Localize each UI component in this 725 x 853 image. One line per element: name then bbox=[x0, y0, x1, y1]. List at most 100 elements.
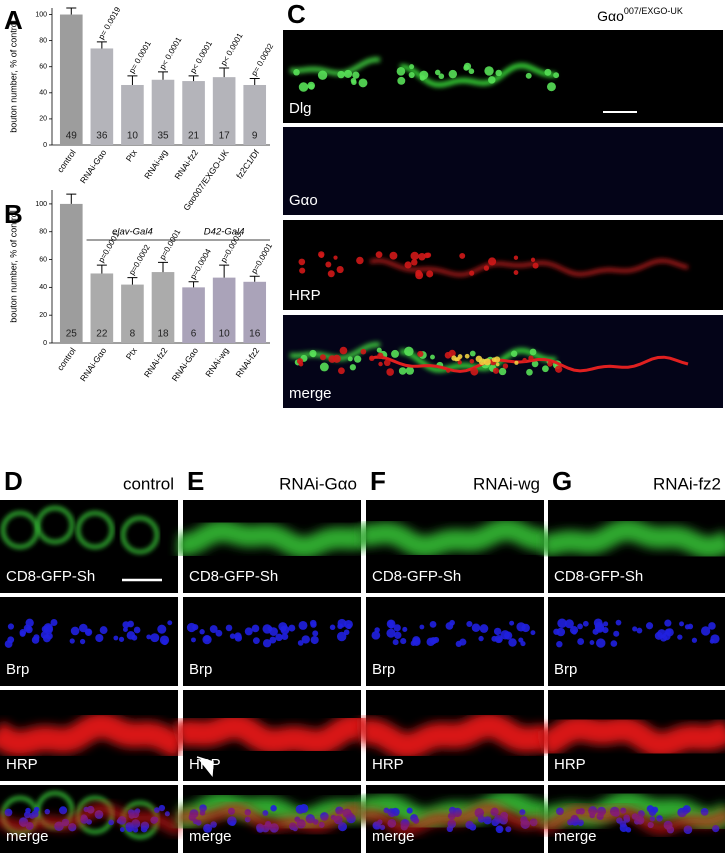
puncta bbox=[203, 823, 213, 833]
puncta bbox=[132, 827, 139, 833]
image-label: HRP bbox=[372, 756, 404, 773]
puncta bbox=[346, 623, 352, 630]
x-tick-label: Ptx bbox=[124, 147, 140, 163]
puncta bbox=[33, 806, 40, 813]
panel-letter: G bbox=[552, 466, 572, 496]
bar bbox=[243, 84, 267, 145]
puncta bbox=[625, 827, 632, 833]
puncta bbox=[4, 808, 13, 817]
bar bbox=[90, 273, 114, 343]
error-bar bbox=[66, 193, 77, 204]
bouton bbox=[36, 506, 74, 544]
panel-letter: A bbox=[4, 5, 23, 35]
bar bbox=[59, 203, 83, 343]
puncta bbox=[377, 352, 384, 360]
puncta bbox=[544, 68, 552, 76]
puncta bbox=[288, 624, 296, 632]
puncta bbox=[691, 637, 698, 643]
n-label: 10 bbox=[127, 131, 139, 142]
error-bar bbox=[158, 261, 168, 273]
puncta bbox=[199, 804, 207, 812]
puncta bbox=[564, 619, 574, 629]
puncta bbox=[424, 252, 430, 259]
puncta bbox=[371, 630, 381, 640]
image-label: Brp bbox=[554, 661, 577, 678]
puncta bbox=[469, 359, 475, 364]
image-label: merge bbox=[189, 828, 232, 845]
puncta bbox=[657, 629, 667, 639]
y-tick-label: 0 bbox=[43, 340, 47, 347]
puncta bbox=[251, 624, 260, 633]
puncta bbox=[497, 825, 503, 831]
image-label: merge bbox=[289, 385, 332, 402]
puncta bbox=[298, 361, 304, 367]
puncta bbox=[553, 72, 560, 79]
nmj-signal bbox=[399, 62, 556, 88]
puncta bbox=[299, 803, 309, 813]
x-tick-label: RNAi-Gαo bbox=[78, 345, 109, 383]
x-tick-label: RNAi-fz2 bbox=[142, 345, 170, 379]
bar bbox=[121, 84, 144, 145]
puncta bbox=[299, 267, 306, 274]
puncta bbox=[234, 632, 242, 640]
puncta bbox=[577, 638, 585, 645]
image-label: merge bbox=[554, 828, 597, 845]
puncta bbox=[571, 818, 579, 826]
puncta bbox=[483, 358, 491, 366]
puncta bbox=[525, 72, 532, 79]
condition-label: control bbox=[123, 474, 174, 493]
puncta bbox=[498, 367, 507, 376]
error-bar bbox=[96, 41, 107, 49]
hrp-signal bbox=[541, 805, 725, 835]
puncta bbox=[383, 359, 391, 367]
panel-letter: C bbox=[287, 0, 306, 29]
puncta bbox=[470, 367, 479, 376]
puncta bbox=[349, 364, 356, 371]
puncta bbox=[683, 825, 693, 835]
error-bar bbox=[219, 264, 230, 278]
puncta bbox=[310, 635, 319, 645]
bar bbox=[151, 79, 175, 145]
puncta bbox=[20, 630, 26, 636]
puncta bbox=[682, 805, 691, 814]
bouton bbox=[76, 511, 114, 549]
puncta bbox=[434, 69, 441, 76]
puncta bbox=[516, 622, 526, 632]
puncta bbox=[664, 628, 672, 636]
n-label: 8 bbox=[130, 329, 136, 340]
puncta bbox=[483, 265, 490, 271]
hrp-signal bbox=[176, 803, 366, 833]
puncta bbox=[687, 623, 694, 630]
puncta bbox=[126, 631, 136, 640]
puncta bbox=[708, 622, 716, 630]
puncta bbox=[374, 627, 380, 633]
membrane bbox=[360, 518, 548, 558]
puncta bbox=[43, 624, 54, 634]
error-bar bbox=[188, 75, 199, 82]
puncta bbox=[337, 70, 345, 79]
x-tick-label: RNAi-fz2 bbox=[172, 147, 200, 181]
puncta bbox=[164, 811, 170, 817]
puncta bbox=[509, 620, 515, 626]
puncta bbox=[133, 626, 141, 634]
image-label: Brp bbox=[189, 661, 212, 678]
puncta bbox=[469, 823, 477, 831]
genotype: Gαo bbox=[597, 8, 624, 24]
puncta bbox=[378, 361, 383, 367]
puncta bbox=[426, 270, 434, 278]
puncta bbox=[375, 251, 383, 259]
puncta bbox=[595, 623, 605, 633]
axon-signal bbox=[369, 259, 689, 277]
puncta bbox=[319, 253, 325, 258]
y-tick-label: 80 bbox=[39, 37, 47, 44]
p-value: p< 0.0001 bbox=[158, 35, 184, 71]
image-label: CD8-GFP-Sh bbox=[6, 568, 95, 585]
puncta bbox=[252, 637, 260, 645]
hrp-signal bbox=[539, 715, 725, 759]
puncta bbox=[455, 357, 460, 362]
puncta bbox=[192, 624, 199, 631]
puncta bbox=[161, 639, 168, 646]
puncta bbox=[308, 83, 315, 90]
bar bbox=[151, 272, 175, 343]
micrograph bbox=[283, 127, 723, 215]
